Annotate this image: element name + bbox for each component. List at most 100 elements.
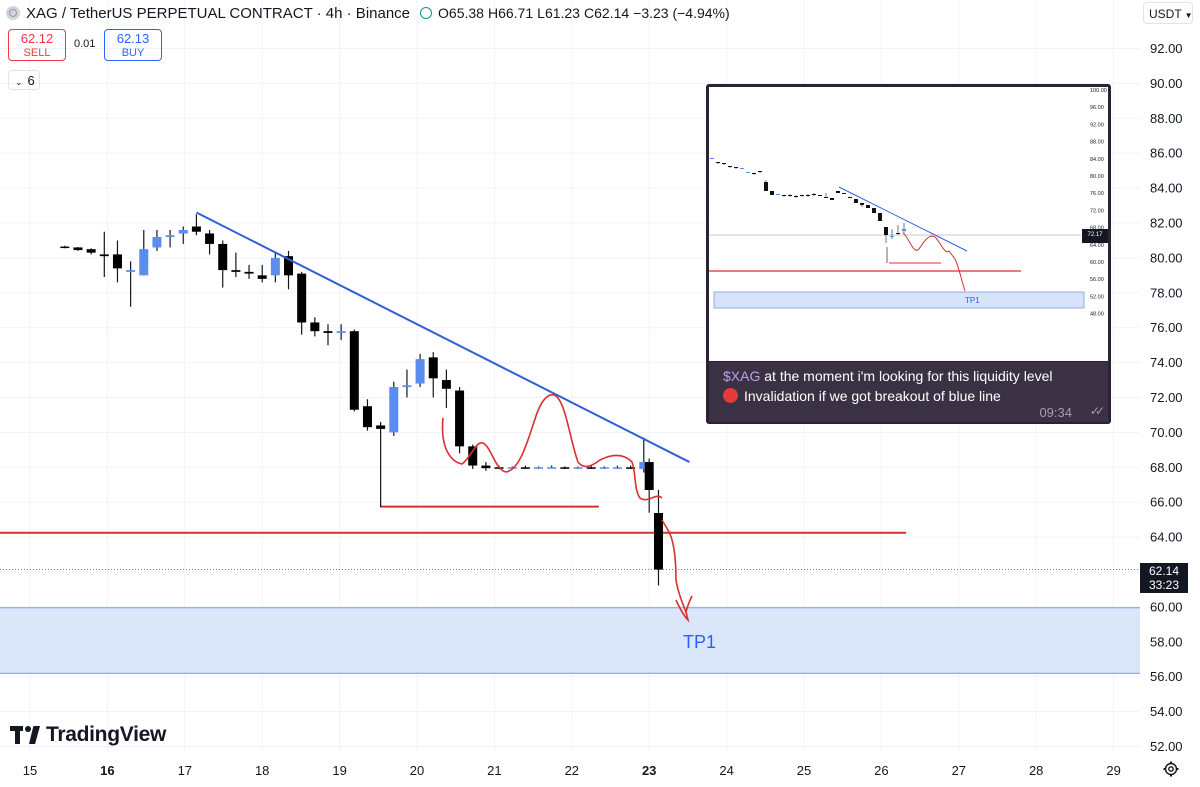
- candle-body: [336, 331, 346, 333]
- inset-price-tick-label: 84.00: [1090, 157, 1104, 163]
- candle-body: [441, 380, 451, 389]
- time-tick-label: 24: [719, 763, 733, 778]
- gear-icon[interactable]: [1163, 761, 1179, 777]
- inset-candle-body: [788, 195, 792, 196]
- spread-value: 0.01: [74, 38, 96, 50]
- indicators-toggle[interactable]: ⌄ 6: [8, 70, 40, 90]
- candle-body: [165, 235, 175, 237]
- candle-body: [639, 462, 649, 470]
- embedded-chart-screenshot: 100.00 96.00 92.00 88.00 84.00 80.00 76.00 72.0…: [706, 84, 1111, 424]
- time-tick-label: 26: [874, 763, 888, 778]
- indicator-count: 6: [27, 73, 35, 88]
- inset-price-tick-label: 48.00: [1090, 312, 1104, 318]
- candle-body: [653, 513, 663, 570]
- inset-chart-svg: 100.00 96.00 92.00 88.00 84.00 80.00 76.00 72.0…: [709, 88, 1108, 318]
- time-tick-label: 19: [332, 763, 346, 778]
- price-tick-label: 56.00: [1150, 669, 1183, 684]
- candle-body: [560, 467, 570, 469]
- message-text-1: at the moment i'm looking for this liqui…: [760, 368, 1053, 384]
- candle-body: [270, 257, 280, 276]
- symbol-icon: [6, 6, 20, 20]
- blue-trendline[interactable]: [195, 211, 690, 463]
- inset-candle-body: [824, 197, 828, 198]
- candle-body: [323, 331, 333, 333]
- open-value: 65.38: [448, 5, 484, 21]
- sell-label: SELL: [23, 47, 51, 59]
- sell-price: 62.12: [20, 31, 54, 46]
- inset-candle-body: [728, 166, 732, 167]
- candle-body: [612, 467, 622, 469]
- candle-body: [402, 385, 412, 388]
- red-circle-icon: [723, 388, 738, 403]
- inset-price-tick-label: 76.00: [1090, 191, 1104, 197]
- inset-price-tick-label: 92.00: [1090, 122, 1104, 128]
- bar-countdown: 33:23: [1148, 578, 1180, 592]
- candle-body: [534, 467, 544, 469]
- inset-candle-body: [866, 205, 870, 208]
- time-tick-label: 23: [642, 763, 656, 778]
- candle-body: [455, 390, 465, 447]
- sell-button[interactable]: 62.12 SELL: [8, 29, 66, 61]
- price-tick-label: 82.00: [1150, 216, 1183, 231]
- inset-price-tick-label: 56.00: [1090, 277, 1104, 283]
- candle-body: [415, 359, 425, 384]
- candle-body: [626, 467, 636, 469]
- tradingview-logo[interactable]: TradingView: [10, 723, 166, 747]
- candle-body: [86, 249, 96, 253]
- price-tick-label: 86.00: [1150, 146, 1183, 161]
- buy-button[interactable]: 62.13 BUY: [104, 29, 162, 61]
- candle-body: [349, 331, 359, 410]
- inset-candle-body: [746, 172, 750, 173]
- tradingview-mark-icon: [10, 726, 40, 744]
- inset-candle-body: [830, 198, 834, 200]
- candle-body: [139, 249, 149, 276]
- inset-candle-body: [782, 195, 786, 196]
- candle-body: [468, 446, 478, 466]
- time-tick-label: 27: [952, 763, 966, 778]
- inset-price-tick-label: 88.00: [1090, 140, 1104, 146]
- symbol-title[interactable]: XAG / TetherUS PERPETUAL CONTRACT · 4h ·…: [26, 4, 411, 22]
- inset-candle-body: [764, 182, 768, 191]
- high-label: H: [487, 5, 499, 21]
- inset-candle-body: [842, 193, 846, 194]
- message-line-2: Invalidation if we got breakout of blue …: [723, 388, 1001, 404]
- candle-body: [520, 467, 530, 469]
- message-text-2: Invalidation if we got breakout of blue …: [744, 388, 1001, 404]
- hand-drawn-path-drop: [661, 519, 693, 623]
- inset-candle-body: [794, 196, 798, 197]
- hand-drawn-path-main: [441, 394, 663, 501]
- inset-candle-body: [710, 158, 714, 159]
- inset-candle-body: [716, 162, 720, 163]
- inset-tp1-label: TP1: [965, 296, 980, 305]
- candle-body: [99, 254, 109, 257]
- time-axis: 15 16 17 18 19 20 21 22 23 24 25 26 27 28 29: [23, 763, 1121, 778]
- price-tick-label: 78.00: [1150, 285, 1183, 300]
- inset-chart: 100.00 96.00 92.00 88.00 84.00 80.00 76.00 72.0…: [709, 87, 1108, 361]
- inset-candle-series: [710, 158, 906, 243]
- inset-candle-body: [890, 236, 894, 237]
- ticker-tag[interactable]: $XAG: [723, 368, 761, 384]
- inset-candle-body: [896, 233, 900, 234]
- price-tick-label: 68.00: [1150, 460, 1183, 475]
- inset-candle-body: [836, 191, 840, 193]
- candle-body: [297, 273, 307, 323]
- candle-body: [284, 256, 294, 276]
- inset-candle-body: [800, 195, 804, 196]
- inset-candle-body: [722, 163, 726, 164]
- chevron-down-icon: ⌄: [15, 77, 23, 87]
- ohlc-readout: O65.38 H66.71 L61.23 C62.14 −3.23 (−4.94%): [438, 5, 730, 21]
- price-tick-label: 92.00: [1150, 41, 1183, 56]
- inset-candle-body: [884, 227, 888, 235]
- inset-price-tick-label: 96.00: [1090, 105, 1104, 111]
- time-tick-label: 22: [565, 763, 579, 778]
- candle-body: [310, 322, 320, 332]
- currency-label: USDT: [1149, 7, 1182, 21]
- candle-body: [218, 243, 228, 271]
- inset-candle-body: [734, 167, 738, 168]
- currency-selector[interactable]: USDT ▼: [1143, 2, 1193, 24]
- buy-label: BUY: [121, 47, 145, 59]
- inset-price-tick-label: 68.00: [1090, 226, 1104, 232]
- inset-candle-body: [776, 194, 780, 195]
- inset-price-tick-label: 60.00: [1090, 260, 1104, 266]
- price-tick-label: 76.00: [1150, 320, 1183, 335]
